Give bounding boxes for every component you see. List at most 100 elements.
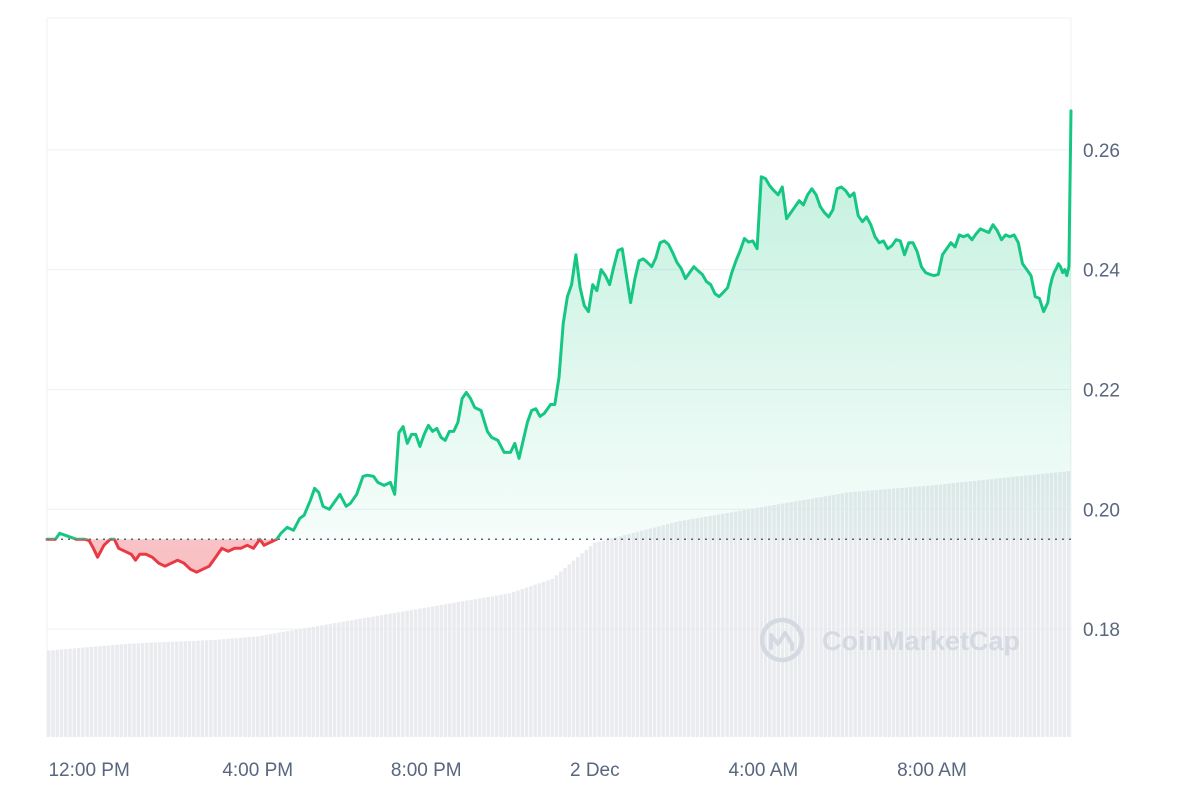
volume-bar [273,633,277,737]
volume-bar [759,507,763,737]
volume-bar [345,620,350,737]
volume-bar [1036,474,1041,737]
volume-bar [687,519,691,737]
volume-bar [183,641,187,737]
volume-bar [290,630,294,737]
volume-bar [192,640,196,737]
volume-bar [614,537,618,737]
volume-bar [913,486,917,737]
volume-bar [401,611,405,737]
volume-bar [938,484,943,737]
volume-bar [435,605,439,737]
y-tick-label: 0.24 [1083,261,1120,282]
volume-bar [452,602,456,737]
volume-bar [631,532,635,737]
volume-bar [708,515,712,737]
volume-bar [443,604,448,737]
volume-bar [896,488,900,737]
volume-bar [793,501,798,737]
volume-bar [507,593,512,737]
volume-bar [840,493,845,737]
volume-bar [132,643,136,737]
volume-bar [251,636,256,737]
volume-bar [917,486,921,737]
volume-bar [584,549,589,737]
volume-bar [426,607,431,737]
volume-bar [477,598,482,737]
volume-bar [68,648,72,737]
volume-bar [853,491,857,737]
volume-bar [1007,477,1011,737]
volume-bar [832,494,836,737]
volume-bar [59,649,64,737]
volume-bar [111,645,115,737]
volume-bar [661,525,665,737]
volume-bar [576,557,580,737]
y-tick-label: 0.18 [1083,620,1120,641]
volume-bar [1028,475,1032,737]
volume-bar [482,597,486,737]
y-tick-label: 0.20 [1083,500,1120,521]
volume-bar [934,484,938,737]
volume-bar [200,640,205,737]
volume-bar [883,489,887,737]
volume-bar [605,539,610,737]
volume-bar [187,641,192,737]
volume-bar [149,642,153,737]
volume-bar [593,542,597,737]
volume-bar [221,639,226,737]
volume-bar [550,578,554,737]
volume-bar [409,610,414,737]
x-tick-label: 8:00 AM [897,760,967,781]
volume-bar [388,613,392,737]
volume-bar [358,618,362,737]
volume-bar [943,483,947,737]
volume-bar [627,534,631,737]
volume-bar [384,614,388,737]
volume-bar [277,632,281,737]
volume-bar [153,642,158,737]
volume-bar [635,531,640,737]
volume-bar [439,604,443,737]
volume-bar [196,640,200,737]
volume-bar [657,526,661,737]
volume-bar [951,483,955,737]
volume-bar [102,645,106,737]
volume-bar [597,541,601,737]
volume-bar [678,521,682,737]
volume-bar [802,499,806,737]
volume-bar [405,610,409,737]
volume-bar [648,528,653,737]
volume-bar [669,523,674,737]
volume-bar [81,647,85,737]
volume-bar [998,478,1002,737]
volume-bar [460,601,465,737]
volume-bar [716,514,721,737]
volume-bar [554,575,559,737]
volume-bar [712,515,717,737]
volume-bar [857,491,862,737]
volume-bar [85,647,89,737]
volume-bar [1011,476,1015,737]
volume-bar [209,640,213,737]
volume-bar [904,487,909,737]
volume-bar [861,491,866,737]
volume-bar [844,492,849,737]
volume-bar [546,580,550,737]
volume-bar [115,644,119,737]
volume-bar [610,538,614,737]
volume-bar [1066,471,1071,737]
volume-bar [559,571,563,737]
volume-bar [955,482,960,737]
x-tick-label: 8:00 PM [391,760,462,781]
volume-bar [140,643,145,737]
volume-bar [260,635,264,737]
volume-bar [695,518,699,737]
volume-bar [456,602,461,737]
volume-bar [733,511,738,737]
volume-bar [392,612,397,737]
volume-bar [704,516,708,737]
volume-bar [337,622,341,737]
volume-bar [1049,472,1054,737]
